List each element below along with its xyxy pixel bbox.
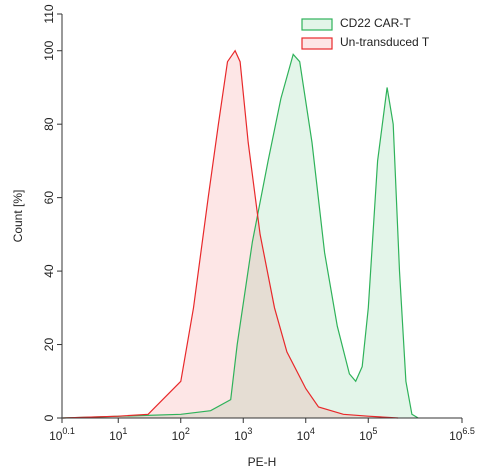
area-fill (62, 54, 419, 419)
y-tick-label: 0 (42, 414, 56, 421)
tick-base: 10 (234, 429, 248, 443)
y-axis-label: Count [%] (11, 190, 25, 243)
tick-base: 10 (449, 429, 463, 443)
y-tick-label: 110 (42, 4, 56, 23)
x-tick-label: 102 (172, 426, 190, 443)
x-tick-label: 105 (359, 426, 377, 443)
y-tick-label: 100 (42, 40, 56, 60)
y-tick-label: 40 (42, 264, 56, 278)
tick-base: 10 (297, 429, 311, 443)
tick-base: 10 (359, 429, 373, 443)
x-tick-label: 101 (109, 426, 127, 443)
tick-base: 10 (49, 429, 63, 443)
x-tick-label: 106.5 (449, 426, 475, 443)
y-tick-label: 20 (42, 338, 56, 352)
legend-swatch (301, 37, 333, 50)
tick-exponent: 5 (372, 426, 377, 436)
legend-label: CD22 CAR-T (340, 16, 411, 30)
tick-exponent: 1 (122, 426, 127, 436)
tick-base: 10 (172, 429, 186, 443)
x-tick-label: 104 (297, 426, 315, 443)
y-tick-label: 60 (42, 191, 56, 205)
tick-exponent: 4 (310, 426, 315, 436)
tick-base: 10 (109, 429, 123, 443)
x-tick-label: 100.1 (49, 426, 75, 443)
area-fill (62, 50, 399, 418)
x-tick-label: 103 (234, 426, 252, 443)
tick-exponent: 2 (185, 426, 190, 436)
x-axis-label: PE-H (248, 455, 277, 469)
histogram-line (62, 53, 419, 419)
tick-exponent: 6.5 (462, 426, 475, 436)
tick-exponent: 3 (247, 426, 252, 436)
legend-label: Un-transduced T (340, 35, 430, 49)
tick-exponent: 0.1 (62, 426, 75, 436)
histogram-line (62, 49, 399, 419)
y-tick-label: 80 (42, 117, 56, 131)
legend-swatch (301, 18, 333, 31)
